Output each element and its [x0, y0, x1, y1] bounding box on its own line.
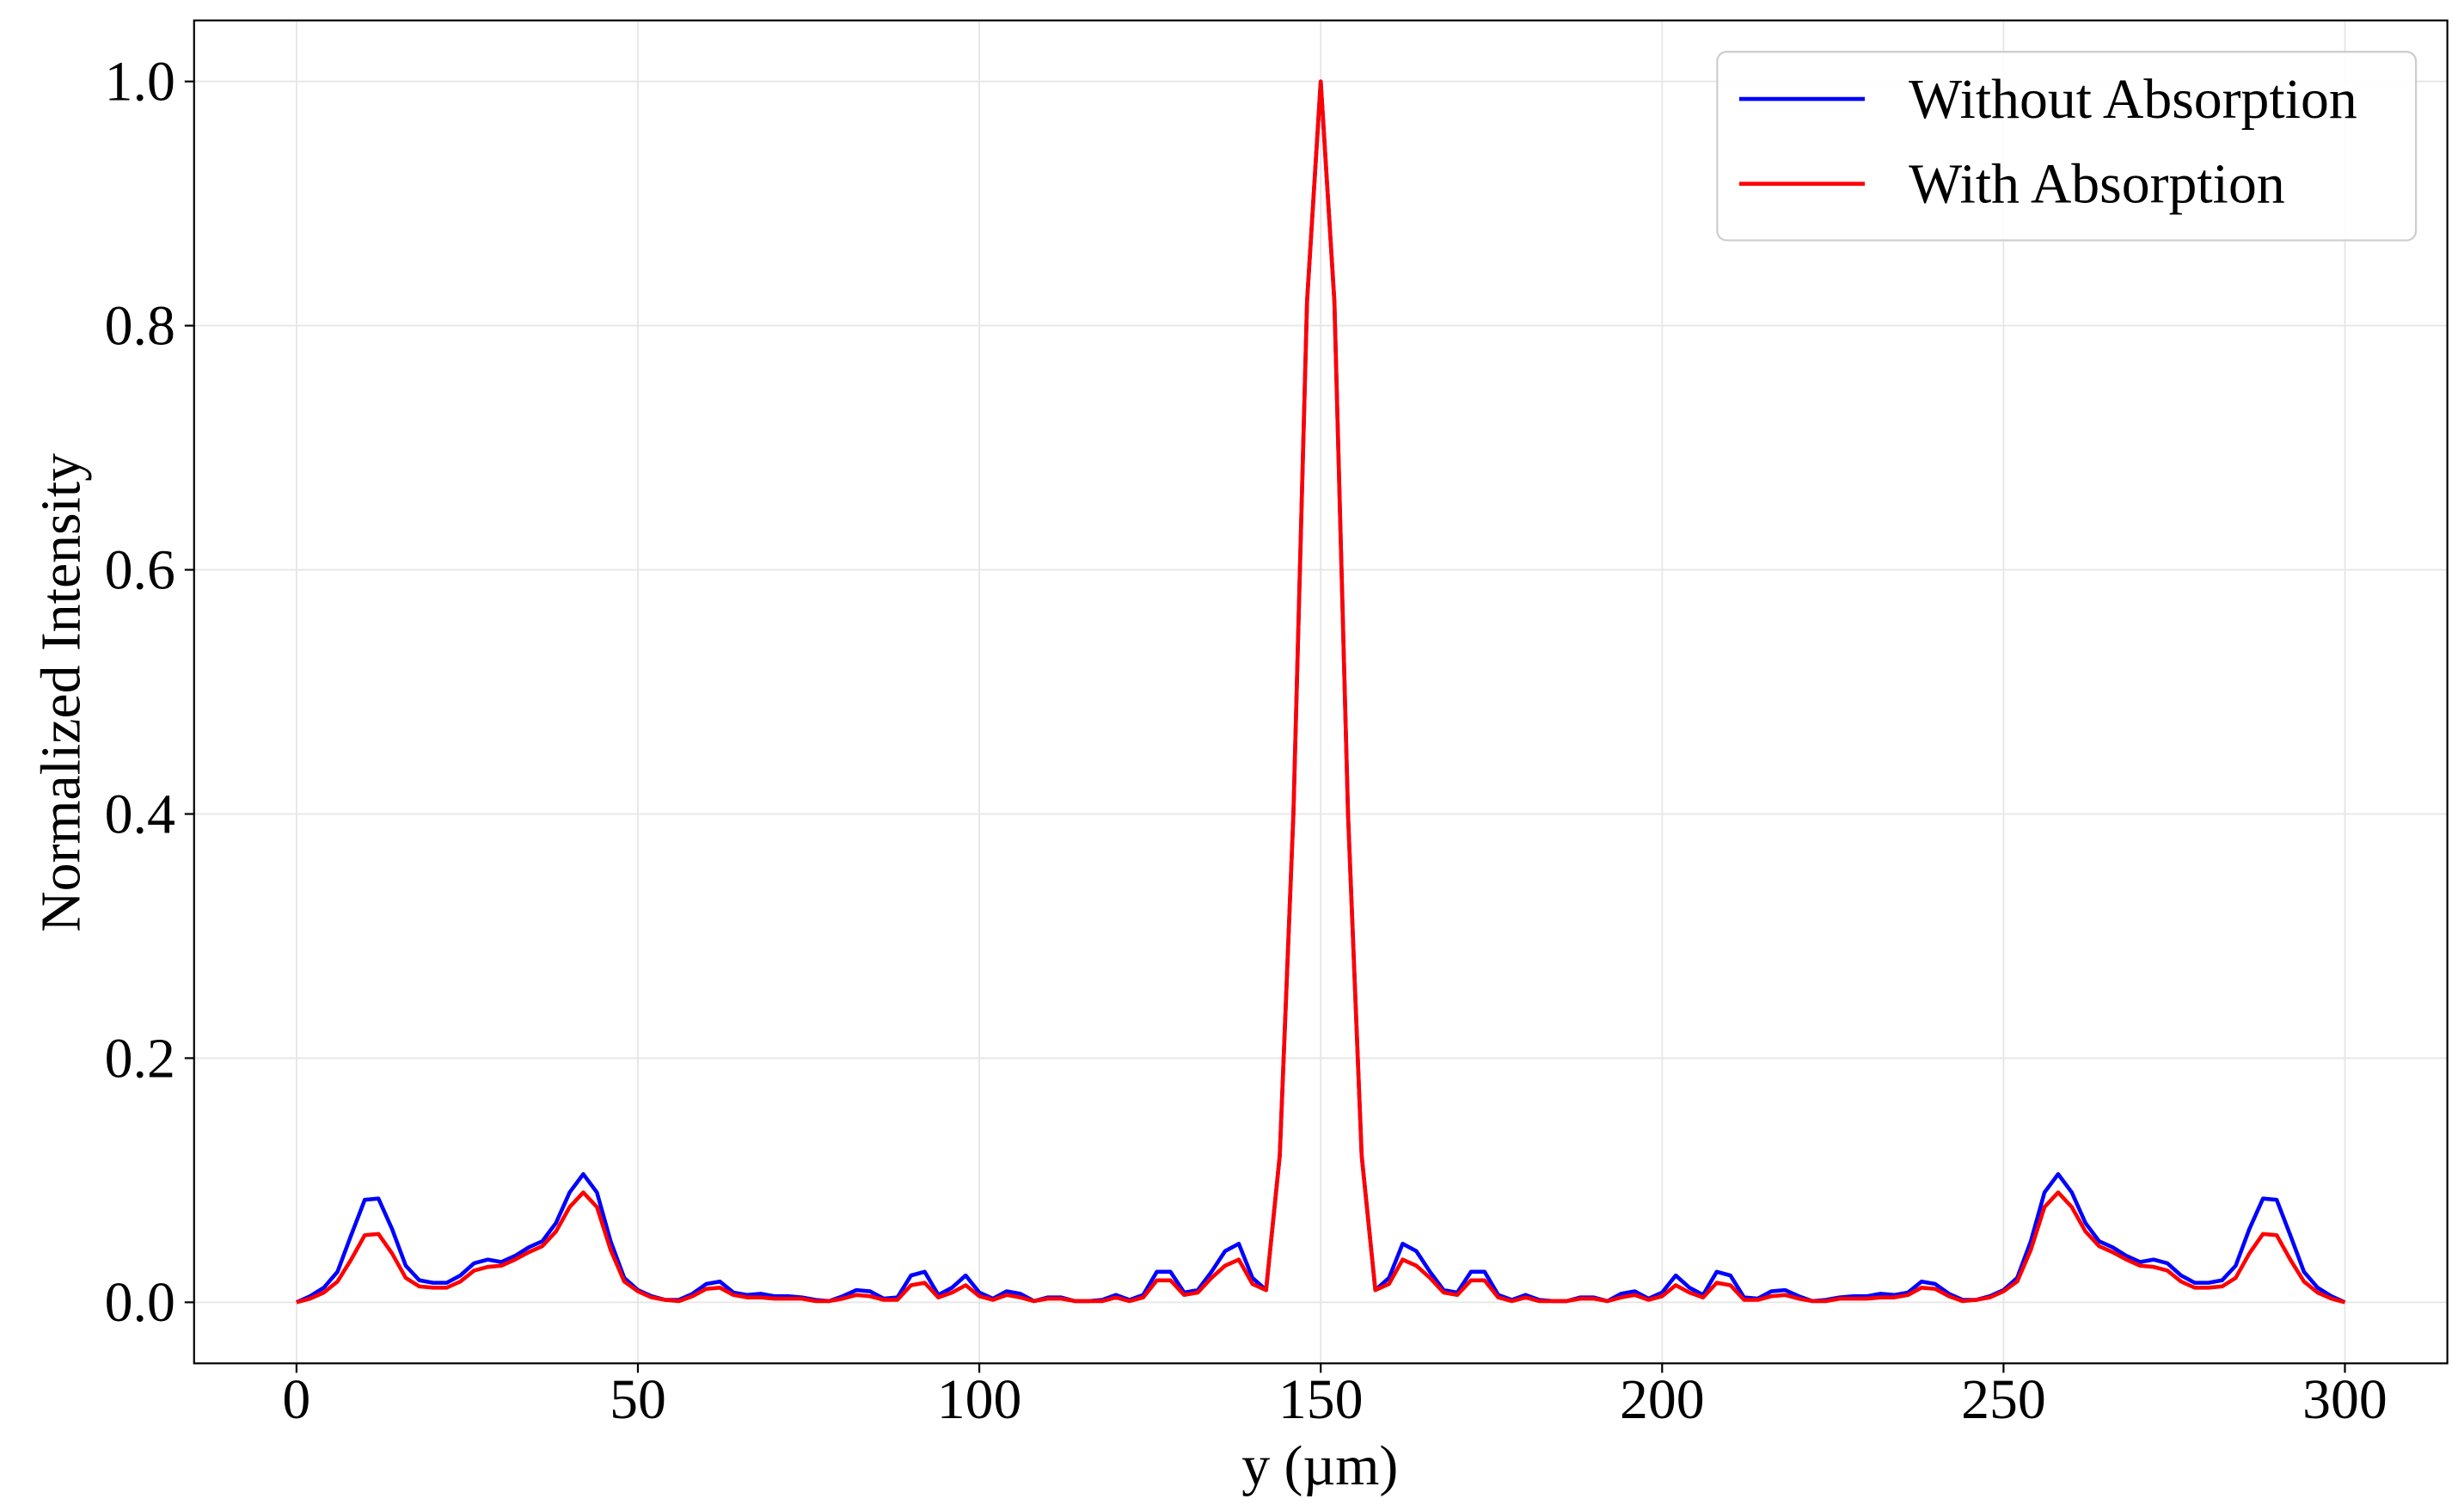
x-tick-label: 50	[610, 1368, 666, 1431]
legend-label: With Absorption	[1909, 153, 2285, 216]
x-tick-label: 250	[1961, 1368, 2046, 1431]
x-tick-label: 150	[1278, 1368, 1364, 1431]
y-tick-label: 0.8	[105, 295, 175, 358]
y-tick-label: 0.0	[105, 1271, 175, 1334]
x-tick-label: 300	[2302, 1368, 2387, 1431]
series-line	[296, 79, 2346, 1305]
y-axis-label: Normalized Intensity	[29, 453, 92, 932]
x-tick-label: 0	[282, 1368, 310, 1431]
y-tick-label: 1.0	[105, 51, 175, 114]
y-tick-label: 0.6	[105, 538, 175, 601]
plot-frame	[193, 19, 2449, 1365]
x-tick-label: 100	[937, 1368, 1022, 1431]
legend-label: Without Absorption	[1909, 68, 2357, 131]
x-tick-label: 200	[1620, 1368, 1705, 1431]
legend-box	[1716, 51, 2418, 242]
y-tick-label: 0.2	[105, 1027, 175, 1090]
x-axis-label: y (µm)	[1241, 1434, 1398, 1497]
y-tick-label: 0.4	[105, 783, 175, 845]
legend: Without Absorption With Absorption	[1716, 51, 2418, 242]
